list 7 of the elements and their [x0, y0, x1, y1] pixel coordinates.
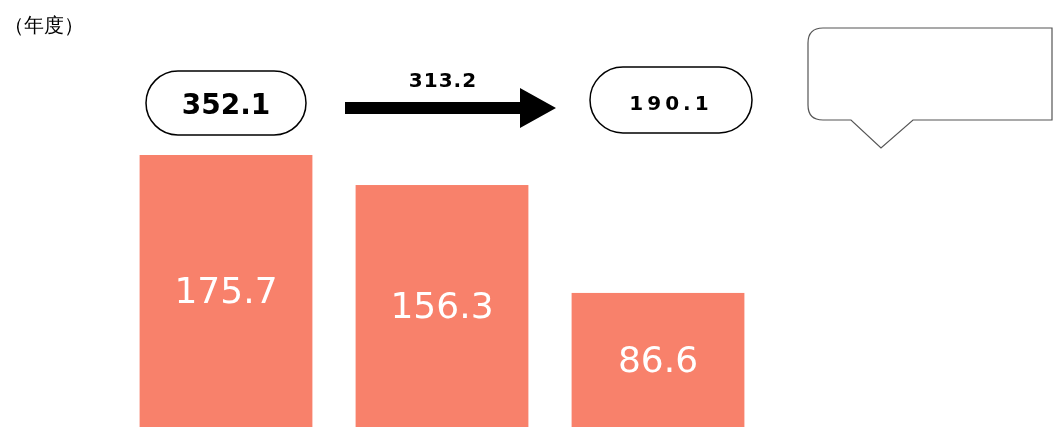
text: 313.2: [408, 68, 478, 92]
text: 352.1: [181, 88, 271, 121]
data-label: 86.6: [617, 338, 699, 380]
text: （年度）: [4, 13, 84, 37]
text: 190.1: [629, 91, 713, 115]
data-label: 156.3: [390, 285, 494, 327]
data-label: 175.7: [174, 270, 278, 311]
